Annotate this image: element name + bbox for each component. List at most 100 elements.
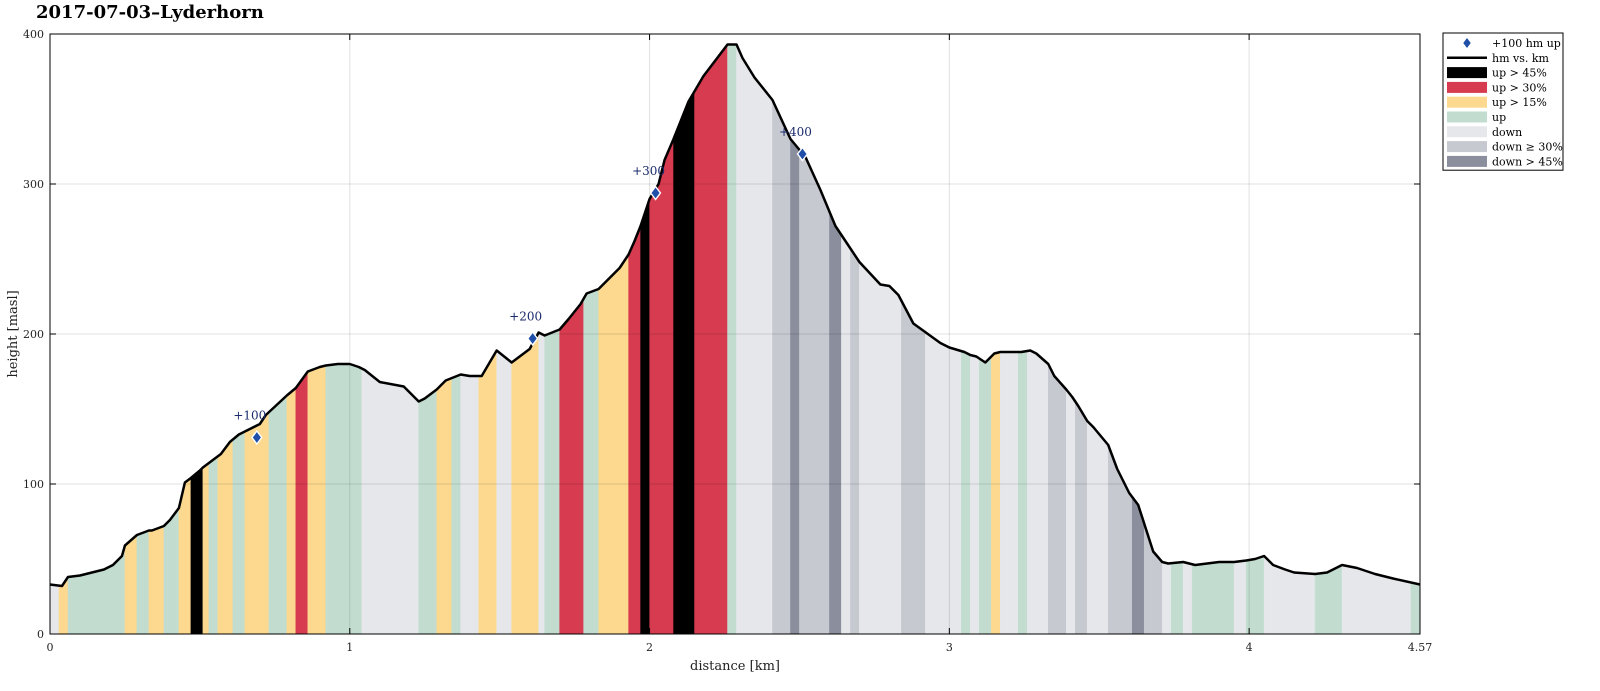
legend-label: up bbox=[1492, 111, 1506, 124]
marker-diamond bbox=[796, 146, 809, 162]
segment-up bbox=[979, 355, 992, 635]
x-axis-label: distance [km] bbox=[690, 659, 780, 674]
y-tick-label: 0 bbox=[37, 628, 44, 641]
segment-up15 bbox=[286, 387, 297, 635]
legend-label: +100 hm up bbox=[1492, 37, 1561, 50]
segment-up bbox=[67, 545, 126, 635]
chart-title: 2017-07-03–Lyderhorn bbox=[36, 2, 264, 23]
segment-down bbox=[736, 44, 773, 635]
legend-label: hm vs. km bbox=[1492, 52, 1550, 65]
y-tick-label: 200 bbox=[23, 328, 44, 341]
segment-up45 bbox=[673, 90, 695, 635]
segment-down bbox=[1263, 555, 1316, 635]
segment-up30 bbox=[559, 297, 584, 635]
legend-label: down bbox=[1492, 126, 1522, 139]
segment-down bbox=[1086, 420, 1109, 635]
legend-swatch-up30 bbox=[1447, 81, 1487, 93]
segment-up15 bbox=[436, 377, 452, 635]
segment-up bbox=[325, 363, 363, 635]
segment-up bbox=[208, 455, 219, 635]
segment-up15 bbox=[598, 253, 629, 635]
legend-label: up > 45% bbox=[1492, 67, 1547, 80]
segment-down bbox=[1233, 560, 1247, 635]
legend-swatch-up bbox=[1447, 111, 1487, 123]
segment-up30 bbox=[649, 138, 674, 635]
y-axis-label: height [masl] bbox=[6, 290, 21, 377]
segment-down bbox=[859, 261, 902, 635]
marker-diamond bbox=[526, 330, 539, 347]
grid-lines bbox=[50, 34, 1420, 634]
segment-up15 bbox=[244, 411, 270, 635]
legend-swatch-down45 bbox=[1447, 155, 1487, 167]
segment-down bbox=[925, 331, 962, 635]
segment-up bbox=[1191, 561, 1235, 635]
segment-up bbox=[451, 374, 461, 635]
segment-up bbox=[1170, 561, 1184, 635]
segment-down30 bbox=[901, 300, 926, 635]
legend-swatch-up45 bbox=[1447, 67, 1487, 79]
legend-label: down > 45% bbox=[1492, 155, 1563, 168]
segment-down30 bbox=[772, 99, 791, 635]
segment-up15 bbox=[148, 525, 165, 635]
x-tick-label: 4 bbox=[1246, 641, 1253, 654]
segment-down30 bbox=[1048, 363, 1067, 635]
segment-up30 bbox=[628, 225, 641, 635]
x-tick-label: 0 bbox=[47, 641, 54, 654]
segment-down bbox=[361, 368, 419, 635]
segment-up15 bbox=[478, 349, 497, 635]
segment-down bbox=[841, 234, 851, 635]
segment-up bbox=[418, 388, 437, 635]
x-tick-label: 4.57 bbox=[1408, 641, 1433, 654]
segment-up bbox=[232, 431, 246, 635]
segment-up15 bbox=[202, 462, 210, 635]
x-tick-label: 3 bbox=[946, 641, 953, 654]
segment-up15 bbox=[124, 534, 138, 635]
legend-swatch-up15 bbox=[1447, 96, 1487, 108]
segment-up bbox=[163, 507, 180, 635]
segment-up15 bbox=[217, 438, 234, 635]
segment-down bbox=[1066, 388, 1076, 635]
segment-up30 bbox=[295, 370, 309, 635]
segment-up15 bbox=[991, 351, 1001, 635]
marker-label: +200 bbox=[509, 310, 542, 324]
segment-up15 bbox=[307, 365, 327, 635]
legend-swatch-down30 bbox=[1447, 141, 1487, 153]
segment-up45 bbox=[640, 198, 650, 635]
segment-up bbox=[268, 394, 288, 635]
x-tick-label: 1 bbox=[346, 641, 353, 654]
segment-down bbox=[1182, 561, 1193, 635]
segment-down30 bbox=[1075, 400, 1088, 635]
segment-up bbox=[1410, 582, 1421, 635]
legend-label: up > 15% bbox=[1492, 96, 1547, 109]
segment-down bbox=[538, 332, 545, 635]
segment-up bbox=[1314, 564, 1343, 635]
segment-down bbox=[460, 374, 479, 635]
y-tick-label: 300 bbox=[23, 178, 44, 191]
marker-label: +400 bbox=[779, 125, 812, 139]
marker-diamond bbox=[649, 185, 662, 201]
segment-down30 bbox=[850, 247, 860, 635]
marker-label: +300 bbox=[632, 164, 665, 178]
segment-up15 bbox=[511, 332, 539, 635]
height-profile-line bbox=[49, 43, 1421, 588]
segment-down bbox=[1161, 561, 1172, 635]
x-tick-label: 2 bbox=[646, 641, 653, 654]
legend-marker-symbol bbox=[1461, 36, 1473, 50]
segment-up bbox=[961, 350, 971, 635]
segment-down bbox=[49, 584, 60, 635]
y-tick-label: 400 bbox=[23, 28, 44, 41]
hundred-meter-markers: +100 +200 +300 +400 bbox=[233, 125, 812, 446]
legend: +100 hm up hm vs. km up > 45%up > 30% up > … bbox=[1442, 32, 1564, 171]
y-tick-label: 100 bbox=[23, 478, 44, 491]
segment-down45 bbox=[790, 138, 800, 635]
segment-down bbox=[1000, 351, 1019, 635]
segment-down45 bbox=[829, 211, 842, 635]
segment-down bbox=[970, 354, 980, 635]
legend-swatch-down bbox=[1447, 126, 1487, 138]
axis-ticks: 0 1 2 3 4 4.57 0 100 200 300 400 bbox=[23, 28, 1432, 654]
segment-up30 bbox=[694, 43, 728, 635]
marker-diamond bbox=[251, 429, 263, 446]
segment-up bbox=[136, 530, 150, 635]
segment-up bbox=[583, 288, 599, 635]
